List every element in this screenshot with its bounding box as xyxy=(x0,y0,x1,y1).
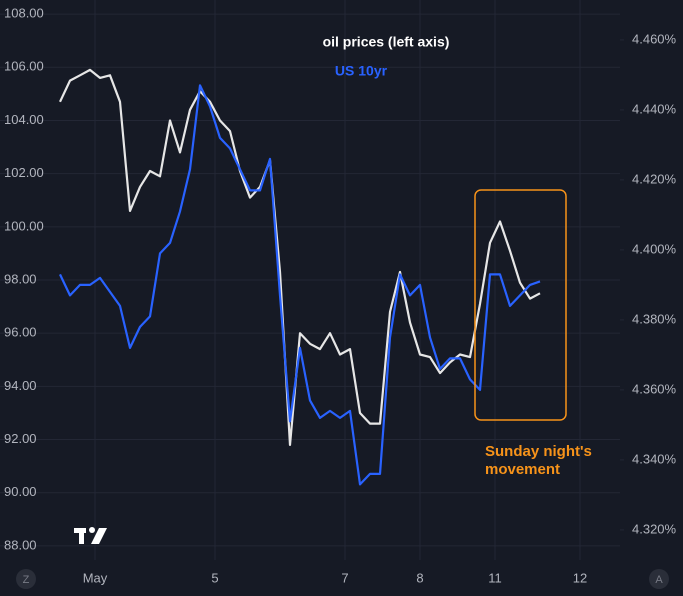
zoom-button[interactable] xyxy=(16,569,36,589)
y2-tick-label: 4.320% xyxy=(632,521,677,536)
grid xyxy=(0,0,624,560)
x-tick-label: 11 xyxy=(488,570,502,585)
auto-button[interactable] xyxy=(649,569,669,589)
y-tick-label: 102.00 xyxy=(4,165,44,180)
x-tick-label: 8 xyxy=(416,570,423,585)
y-tick-label: 96.00 xyxy=(4,325,37,340)
box-note: Sunday night's xyxy=(485,443,592,460)
y-tick-label: 100.00 xyxy=(4,218,44,233)
y-tick-label: 92.00 xyxy=(4,431,37,446)
y-tick-label: 108.00 xyxy=(4,6,44,21)
oil-label: oil prices (left axis) xyxy=(323,34,450,50)
logo xyxy=(74,527,107,544)
y2-tick-label: 4.400% xyxy=(632,241,677,256)
zoom-button-label[interactable]: Z xyxy=(23,574,30,586)
y-tick-label: 104.00 xyxy=(4,112,44,127)
y2-tick-label: 4.440% xyxy=(632,101,677,116)
box-note: movement xyxy=(485,461,560,478)
x-tick-label: May xyxy=(83,570,108,585)
y2-tick-label: 4.380% xyxy=(632,311,677,326)
y-tick-label: 88.00 xyxy=(4,537,37,552)
highlight-box xyxy=(474,189,567,421)
y-tick-label: 106.00 xyxy=(4,59,44,74)
y-tick-label: 94.00 xyxy=(4,378,37,393)
y2-tick-label: 4.460% xyxy=(632,31,677,46)
series-line xyxy=(59,84,541,486)
auto-button-label[interactable]: A xyxy=(655,574,663,586)
x-tick-label: 5 xyxy=(211,570,218,585)
series-line xyxy=(59,68,541,446)
y2-tick-label: 4.340% xyxy=(632,451,677,466)
x-tick-label: 7 xyxy=(341,570,348,585)
y-tick-label: 98.00 xyxy=(4,271,37,286)
y2-tick-label: 4.360% xyxy=(632,381,677,396)
plot-lines xyxy=(59,68,541,486)
y-tick-label: 90.00 xyxy=(4,484,37,499)
x-tick-label: 12 xyxy=(573,570,587,585)
yield-label: US 10yr xyxy=(335,63,388,79)
y2-tick-label: 4.420% xyxy=(632,171,677,186)
